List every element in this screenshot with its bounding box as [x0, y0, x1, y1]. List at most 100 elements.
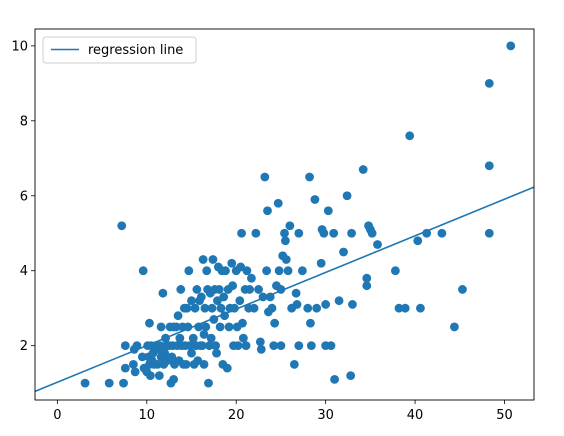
- data-point: [367, 228, 377, 238]
- data-point: [224, 322, 234, 332]
- data-point: [228, 281, 238, 291]
- data-point: [176, 285, 186, 294]
- data-point: [156, 322, 166, 332]
- data-point: [416, 303, 425, 313]
- regression-line: [34, 186, 535, 393]
- data-point: [227, 258, 237, 268]
- y-tick-label: 6: [20, 189, 28, 204]
- data-point: [245, 285, 255, 294]
- data-point: [130, 367, 140, 377]
- y-tick-label: 8: [20, 114, 28, 129]
- data-point: [358, 165, 368, 174]
- data-point: [339, 247, 348, 257]
- data-point: [202, 266, 212, 276]
- data-point: [323, 206, 333, 216]
- data-point: [306, 341, 316, 351]
- data-point: [273, 198, 283, 208]
- x-tick-label: 40: [407, 408, 424, 423]
- data-point: [394, 303, 404, 313]
- data-point: [347, 228, 356, 238]
- data-point: [280, 228, 289, 238]
- data-point: [190, 303, 200, 313]
- data-point: [235, 296, 245, 306]
- data-point: [145, 371, 155, 381]
- axes-frame: [34, 28, 535, 401]
- regression-line-layer: [34, 186, 535, 393]
- data-point: [484, 78, 494, 88]
- data-point: [297, 266, 307, 276]
- data-point: [219, 292, 229, 302]
- data-point: [256, 345, 266, 354]
- data-point: [211, 341, 221, 351]
- data-point: [458, 285, 467, 294]
- y-tick-label: 4: [20, 264, 28, 279]
- data-point: [128, 360, 138, 369]
- data-point: [206, 333, 216, 343]
- data-point: [196, 292, 206, 302]
- data-point: [187, 296, 196, 306]
- data-point: [242, 266, 252, 276]
- data-point: [348, 300, 357, 309]
- data-point: [251, 228, 261, 238]
- data-point: [241, 341, 251, 351]
- data-point: [199, 360, 209, 369]
- data-point: [362, 281, 372, 291]
- data-point: [281, 255, 291, 264]
- data-point: [233, 341, 243, 351]
- data-point: [450, 322, 459, 332]
- data-point: [212, 348, 221, 358]
- data-point: [201, 322, 211, 332]
- data-point: [334, 296, 344, 306]
- data-point: [484, 161, 494, 171]
- y-tick-label: 2: [20, 339, 28, 354]
- data-point: [294, 228, 304, 238]
- data-point: [262, 266, 272, 276]
- x-tick-label: 20: [228, 408, 245, 423]
- data-point: [204, 378, 213, 388]
- data-point: [167, 352, 177, 362]
- data-point: [413, 236, 423, 246]
- data-point: [400, 303, 410, 313]
- x-tick-label: 0: [53, 408, 61, 423]
- x-tick-label: 30: [317, 408, 334, 423]
- data-point: [238, 318, 247, 328]
- data-point: [316, 258, 326, 268]
- data-point: [362, 273, 372, 283]
- y-tick-label: 10: [11, 39, 28, 54]
- data-point: [276, 341, 286, 351]
- data-point: [80, 378, 90, 388]
- data-point: [390, 266, 400, 276]
- data-point: [346, 371, 356, 381]
- data-point: [171, 322, 181, 332]
- data-point: [238, 333, 248, 343]
- data-point: [255, 337, 265, 347]
- data-point: [283, 266, 293, 276]
- data-point: [305, 172, 314, 182]
- data-point: [319, 228, 329, 238]
- data-point: [214, 285, 224, 294]
- data-point: [373, 240, 382, 249]
- data-point: [169, 374, 179, 384]
- data-point: [267, 303, 277, 313]
- data-point: [274, 266, 284, 276]
- plot-area: [35, 29, 534, 400]
- data-point: [291, 288, 301, 298]
- data-point: [104, 378, 114, 388]
- legend: regression line: [42, 36, 197, 64]
- data-point: [215, 322, 225, 332]
- data-point: [303, 303, 313, 313]
- data-point: [192, 285, 202, 294]
- data-point: [285, 221, 295, 231]
- data-point: [484, 228, 494, 238]
- data-point: [216, 303, 226, 313]
- data-point: [185, 341, 195, 351]
- data-point: [199, 330, 209, 339]
- data-point: [237, 228, 246, 238]
- data-point: [181, 360, 191, 369]
- data-point: [160, 348, 170, 358]
- data-point: [330, 374, 339, 384]
- data-point: [280, 236, 290, 246]
- data-point: [137, 352, 147, 362]
- data-point: [138, 266, 148, 276]
